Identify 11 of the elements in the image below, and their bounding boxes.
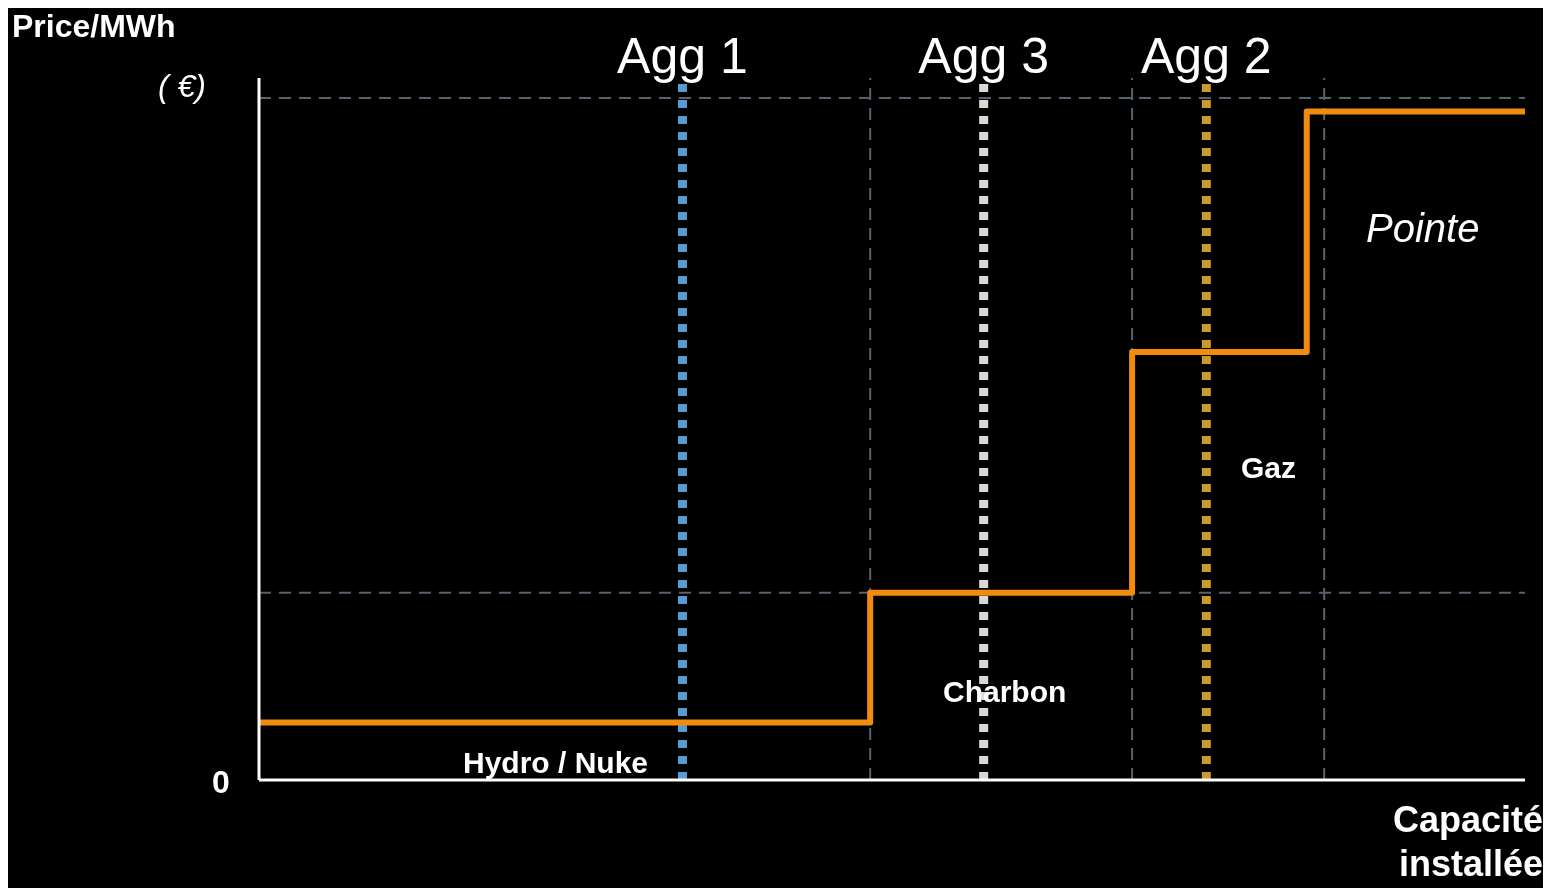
y-axis-title: Price/MWh bbox=[12, 8, 176, 45]
text: Agg 3 bbox=[918, 28, 1050, 84]
annotation: Charbon bbox=[943, 675, 1067, 709]
annotation: Gaz bbox=[1241, 451, 1297, 485]
annotation: Pointe bbox=[1366, 206, 1480, 251]
annotation: Hydro / Nuke bbox=[463, 746, 649, 780]
text: Agg 2 bbox=[1140, 28, 1272, 84]
x-axis-title: Capacité installée bbox=[1392, 798, 1543, 886]
text: ( €) bbox=[158, 68, 206, 105]
text: 0 bbox=[212, 764, 230, 801]
text: Agg 1 bbox=[617, 28, 748, 84]
